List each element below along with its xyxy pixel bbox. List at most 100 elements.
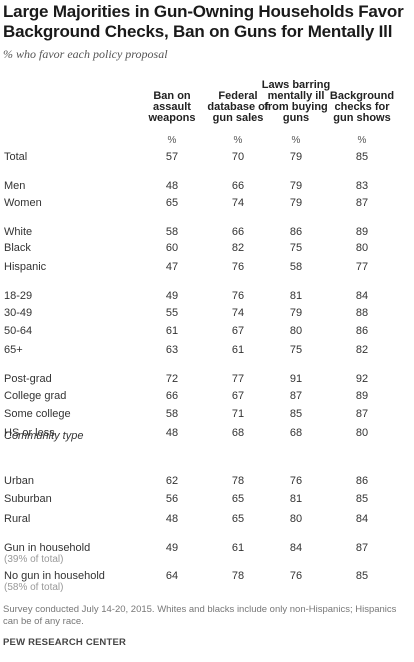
table-row: Black 60 82 75 80 — [0, 242, 414, 258]
data-cell: 87 — [355, 542, 369, 554]
data-cell: 91 — [289, 373, 303, 385]
percent-unit-label: % — [167, 135, 177, 146]
row-label: Suburban — [4, 493, 52, 505]
data-cell: 60 — [165, 242, 179, 254]
data-cell: 74 — [231, 197, 245, 209]
row-sublabel: (39% of total) — [4, 554, 64, 565]
data-cell: 67 — [231, 325, 245, 337]
data-cell: 80 — [355, 427, 369, 439]
data-cell: 74 — [231, 307, 245, 319]
row-sublabel: (58% of total) — [4, 582, 64, 593]
percent-unit-label: % — [357, 135, 367, 146]
column-header-line: checks for — [334, 101, 390, 113]
row-label: Black — [4, 242, 31, 254]
column-header-line: database of — [207, 101, 269, 113]
data-cell: 77 — [231, 373, 245, 385]
column-header-line: mentally ill — [267, 90, 325, 102]
row-label: 50-64 — [4, 325, 33, 337]
data-cell: 89 — [355, 390, 369, 402]
data-cell: 86 — [355, 475, 369, 487]
data-cell: 48 — [165, 180, 179, 192]
data-cell: 75 — [289, 242, 303, 254]
data-cell: 76 — [231, 290, 245, 302]
data-cell: 79 — [289, 197, 303, 209]
table-row: Women 65 74 79 87 — [0, 197, 414, 213]
row-label: Post-grad — [4, 373, 52, 385]
table-row: Total 57 70 79 85 — [0, 151, 414, 167]
data-cell: 87 — [355, 197, 369, 209]
data-cell: 83 — [355, 180, 369, 192]
table-row: 65+ 63 61 75 82 — [0, 344, 414, 360]
footnote: Survey conducted July 14-20, 2015. White… — [3, 604, 397, 627]
data-cell: 75 — [289, 344, 303, 356]
data-cell: 66 — [165, 390, 179, 402]
data-cell: 77 — [355, 261, 369, 273]
column-header-line: Laws barring — [261, 79, 331, 91]
table-row: Suburban 56 65 81 85 — [0, 493, 414, 509]
data-cell: 57 — [165, 151, 179, 163]
data-cell: 72 — [165, 373, 179, 385]
source-label: PEW RESEARCH CENTER — [3, 637, 127, 648]
data-cell: 66 — [231, 180, 245, 192]
data-cell: 79 — [289, 307, 303, 319]
table-row: 18-29 49 76 81 84 — [0, 290, 414, 306]
data-cell: 70 — [231, 151, 245, 163]
table-row: Urban 62 78 76 86 — [0, 475, 414, 491]
table-row: Gun in household (39% of total) 49 61 84 87 — [0, 542, 414, 565]
data-cell: 68 — [231, 427, 245, 439]
data-cell: 49 — [165, 290, 179, 302]
row-label: 65+ — [4, 344, 23, 356]
column-header-line: Ban on — [153, 90, 191, 102]
data-cell: 78 — [231, 570, 245, 582]
column-header-2: Federal database of gun sales — [200, 91, 276, 124]
row-label: White — [4, 226, 33, 238]
table-row: Some college 58 71 85 87 — [0, 408, 414, 424]
data-cell: 82 — [355, 344, 369, 356]
row-label: 30-49 — [4, 307, 33, 319]
column-header-1: Ban on assault weapons — [134, 91, 210, 124]
data-cell: 76 — [231, 261, 245, 273]
row-label: Urban — [4, 475, 34, 487]
row-label: Men — [4, 180, 26, 192]
row-label: No gun in household — [4, 570, 105, 582]
data-cell: 68 — [289, 427, 303, 439]
data-cell: 65 — [165, 197, 179, 209]
data-cell: 88 — [355, 307, 369, 319]
column-header-line: gun sales — [212, 112, 264, 124]
data-cell: 78 — [231, 475, 245, 487]
data-cell: 61 — [165, 325, 179, 337]
data-cell: 62 — [165, 475, 179, 487]
data-cell: 89 — [355, 226, 369, 238]
row-label: Total — [4, 151, 28, 163]
column-header-line: gun shows — [333, 112, 391, 124]
table-row: 50-64 61 67 80 86 — [0, 325, 414, 341]
table-row: HS or less 48 68 68 80 — [0, 427, 414, 443]
data-cell: 84 — [355, 513, 369, 525]
column-header-4: Background checks for gun shows — [324, 91, 400, 124]
data-cell: 48 — [165, 513, 179, 525]
data-cell: 61 — [231, 344, 245, 356]
chart-subtitle: % who favor each policy proposal — [3, 47, 168, 61]
column-header-3: Laws barring mentally ill from buying guns — [258, 80, 334, 124]
row-label: Rural — [4, 513, 31, 525]
column-header-line: Federal — [218, 90, 258, 102]
table-row: 30-49 55 74 79 88 — [0, 307, 414, 323]
percent-unit-label: % — [291, 135, 301, 146]
section-community-type: Community type — [4, 430, 84, 442]
data-cell: 56 — [165, 493, 179, 505]
data-cell: 85 — [355, 493, 369, 505]
data-cell: 65 — [231, 513, 245, 525]
data-cell: 84 — [355, 290, 369, 302]
data-cell: 79 — [289, 151, 303, 163]
table-row: Rural 48 65 80 84 — [0, 513, 414, 529]
column-header-line: from buying — [264, 101, 328, 113]
data-cell: 65 — [231, 493, 245, 505]
column-header-line: guns — [282, 112, 310, 124]
data-cell: 82 — [231, 242, 245, 254]
data-cell: 81 — [289, 290, 303, 302]
data-cell: 48 — [165, 427, 179, 439]
row-label: 18-29 — [4, 290, 33, 302]
data-cell: 71 — [231, 408, 245, 420]
data-cell: 58 — [289, 261, 303, 273]
row-label: HS or less — [4, 427, 55, 439]
